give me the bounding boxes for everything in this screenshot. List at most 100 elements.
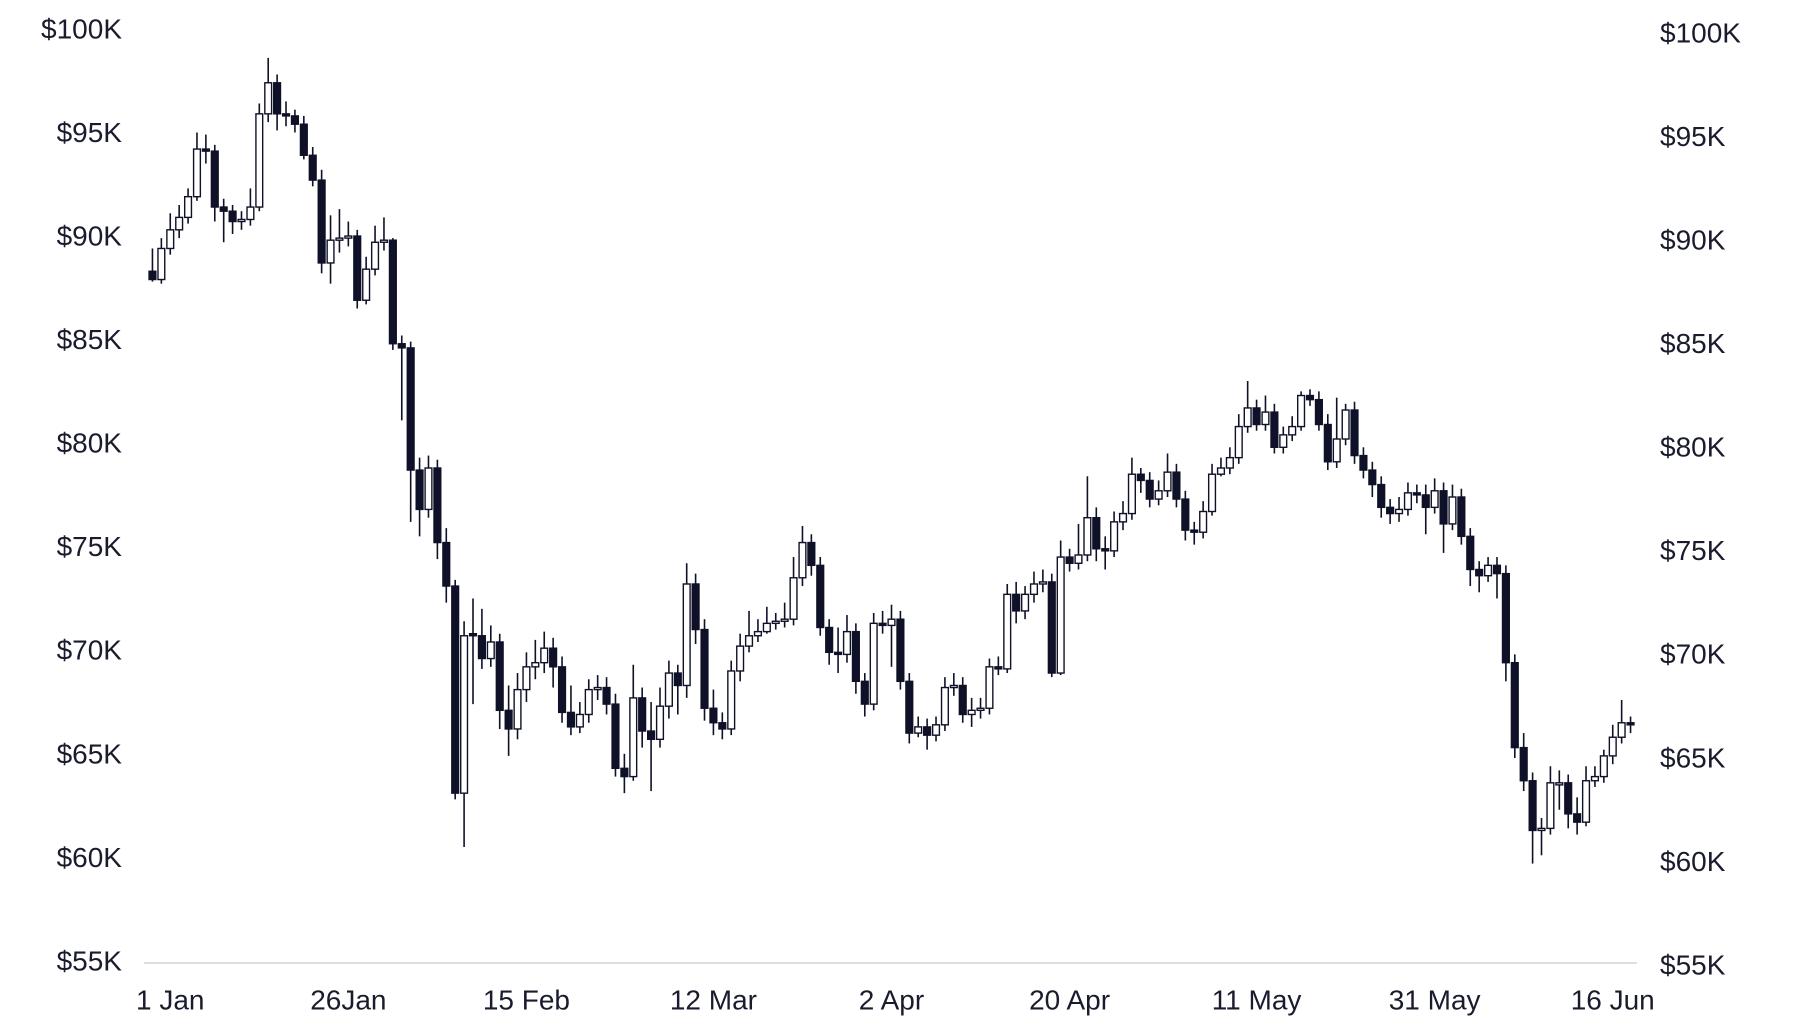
y2-tick-label: $85K xyxy=(1660,328,1726,359)
candle-body xyxy=(664,672,673,707)
candle-body xyxy=(460,635,469,794)
candle-body xyxy=(246,206,255,221)
candle-body xyxy=(495,641,504,712)
candle-body xyxy=(923,726,932,736)
candle-body xyxy=(1038,581,1047,585)
x-tick-label: 12 Mar xyxy=(670,984,757,1015)
candle-body xyxy=(842,630,852,656)
candle-body xyxy=(442,541,451,587)
candle-body xyxy=(1386,506,1395,515)
y-tick-label: $65K xyxy=(57,738,123,769)
candle-body xyxy=(825,626,834,654)
candle-body xyxy=(896,618,905,683)
candle-body xyxy=(958,684,967,716)
candle-body xyxy=(1510,661,1519,749)
candle-body xyxy=(362,268,371,301)
candle-body xyxy=(1181,498,1190,531)
candle-body xyxy=(887,618,896,627)
candle-body xyxy=(1154,490,1163,500)
candle-body xyxy=(1314,398,1323,426)
candle-body xyxy=(1163,471,1172,492)
candle-body xyxy=(1359,454,1368,471)
candle-body xyxy=(1288,425,1297,436)
candle-body xyxy=(1439,490,1448,525)
candle-body xyxy=(424,467,433,511)
candle-body xyxy=(1590,775,1600,782)
candle-body xyxy=(789,577,798,620)
x-tick-label: 20 Apr xyxy=(1029,984,1110,1015)
y-tick-label: $55K xyxy=(57,945,123,976)
candle-body xyxy=(1065,556,1074,564)
candle-body xyxy=(451,585,460,794)
x-tick-label: 1 Jan xyxy=(136,984,205,1015)
candle-body xyxy=(1421,494,1430,509)
candle-body xyxy=(415,469,424,511)
y2-tick-label: $90K xyxy=(1660,225,1726,256)
candle-body xyxy=(914,726,923,734)
candle-body xyxy=(1279,434,1288,448)
candle-body xyxy=(299,123,308,156)
candle-body xyxy=(976,707,985,712)
candle-body xyxy=(1118,512,1128,523)
candle-body xyxy=(549,647,558,668)
candle-body xyxy=(1412,492,1421,496)
candle-body xyxy=(691,583,700,631)
candle-body xyxy=(860,680,869,705)
candle-body xyxy=(655,705,665,741)
x-tick-label: 26Jan xyxy=(310,984,386,1015)
candle-body xyxy=(736,645,745,672)
x-tick-label: 2 Apr xyxy=(859,984,924,1015)
candle-body xyxy=(869,622,878,705)
candle-body xyxy=(1377,483,1386,509)
candle-body xyxy=(157,247,166,281)
candle-body xyxy=(531,661,540,668)
candle-body xyxy=(1564,782,1573,815)
candle-body xyxy=(575,713,584,728)
x-tick-label: 15 Feb xyxy=(483,984,570,1015)
candle-body xyxy=(1537,827,1546,832)
candle-body xyxy=(175,216,184,231)
y-tick-label: $100K xyxy=(41,13,122,44)
candle-body xyxy=(647,730,656,741)
y-tick-label: $60K xyxy=(57,842,123,873)
candle-body xyxy=(1172,471,1181,500)
candle-body xyxy=(255,113,264,208)
candle-body xyxy=(1599,755,1608,778)
candle-body xyxy=(219,206,228,212)
candle-body xyxy=(344,235,353,239)
candle-body xyxy=(406,347,415,471)
candle-body xyxy=(771,620,780,625)
y-tick-label: $75K xyxy=(57,531,123,562)
candle-body xyxy=(566,711,576,728)
candle-body xyxy=(1519,746,1528,782)
candle-body xyxy=(1145,479,1154,500)
candle-body xyxy=(522,666,531,691)
candle-body xyxy=(700,628,709,709)
y2-tick-label: $100K xyxy=(1660,17,1741,48)
candle-body xyxy=(1270,411,1279,448)
candle-body xyxy=(379,239,389,243)
candle-body xyxy=(183,195,193,219)
x-tick-label: 16 Jun xyxy=(1571,984,1655,1015)
candle-body xyxy=(486,641,495,660)
candle-body xyxy=(629,697,638,778)
candle-body xyxy=(851,630,860,683)
y2-tick-label: $75K xyxy=(1660,535,1726,566)
candle-body xyxy=(940,686,950,726)
candle-body xyxy=(1029,583,1039,596)
candle-body xyxy=(878,622,887,627)
x-tick-label: 31 May xyxy=(1389,984,1481,1015)
candle-body xyxy=(317,179,326,264)
candle-body xyxy=(727,670,736,730)
candle-body xyxy=(370,241,380,270)
candle-body xyxy=(201,148,210,152)
candle-body xyxy=(504,709,513,730)
candle-body xyxy=(762,622,771,633)
candle-body xyxy=(780,618,789,622)
candle-body xyxy=(1012,593,1021,612)
candle-body xyxy=(148,270,157,281)
candle-body xyxy=(1617,722,1626,738)
candle-body xyxy=(1483,564,1493,577)
